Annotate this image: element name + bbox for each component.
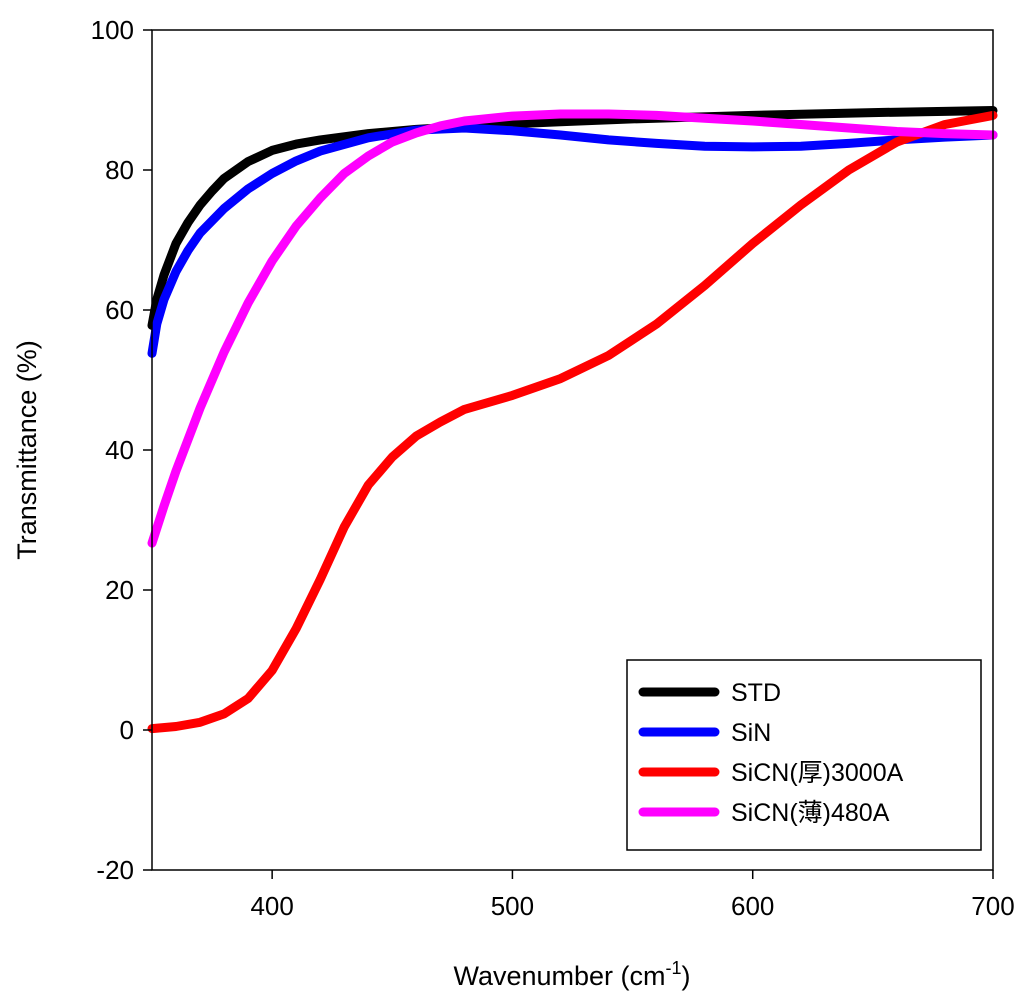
legend-label: SiCN(薄)480A [731, 799, 890, 827]
x-tick-label: 600 [731, 891, 774, 921]
y-axis-title: Transmittance (%) [12, 340, 42, 560]
series-layer [147, 106, 998, 734]
legend-label: SiCN(厚)3000A [731, 759, 904, 787]
y-tick-label: 0 [120, 715, 134, 745]
legend: STD SiN SiCN(厚)3000A SiCN(薄)480A [626, 659, 982, 851]
series-line-0 [147, 106, 998, 330]
legend-label: STD [731, 679, 781, 707]
x-tick-label: 700 [971, 891, 1014, 921]
ticks-layer: 400 500 600 700 -20 0 20 40 60 80 100 [91, 15, 1015, 921]
series-line-3 [147, 109, 998, 548]
y-tick-label: 60 [105, 295, 134, 325]
x-tick-label: 500 [491, 891, 534, 921]
y-tick-label: 80 [105, 155, 134, 185]
x-axis-title: Wavenumber (cm-1) [453, 958, 690, 991]
y-tick-label: 20 [105, 575, 134, 605]
y-tick-label: 40 [105, 435, 134, 465]
series-line-2 [147, 110, 998, 734]
x-tick-label: 400 [250, 891, 293, 921]
y-tick-label: 100 [91, 15, 134, 45]
y-tick-label: -20 [96, 855, 134, 885]
legend-label: SiN [731, 719, 771, 747]
